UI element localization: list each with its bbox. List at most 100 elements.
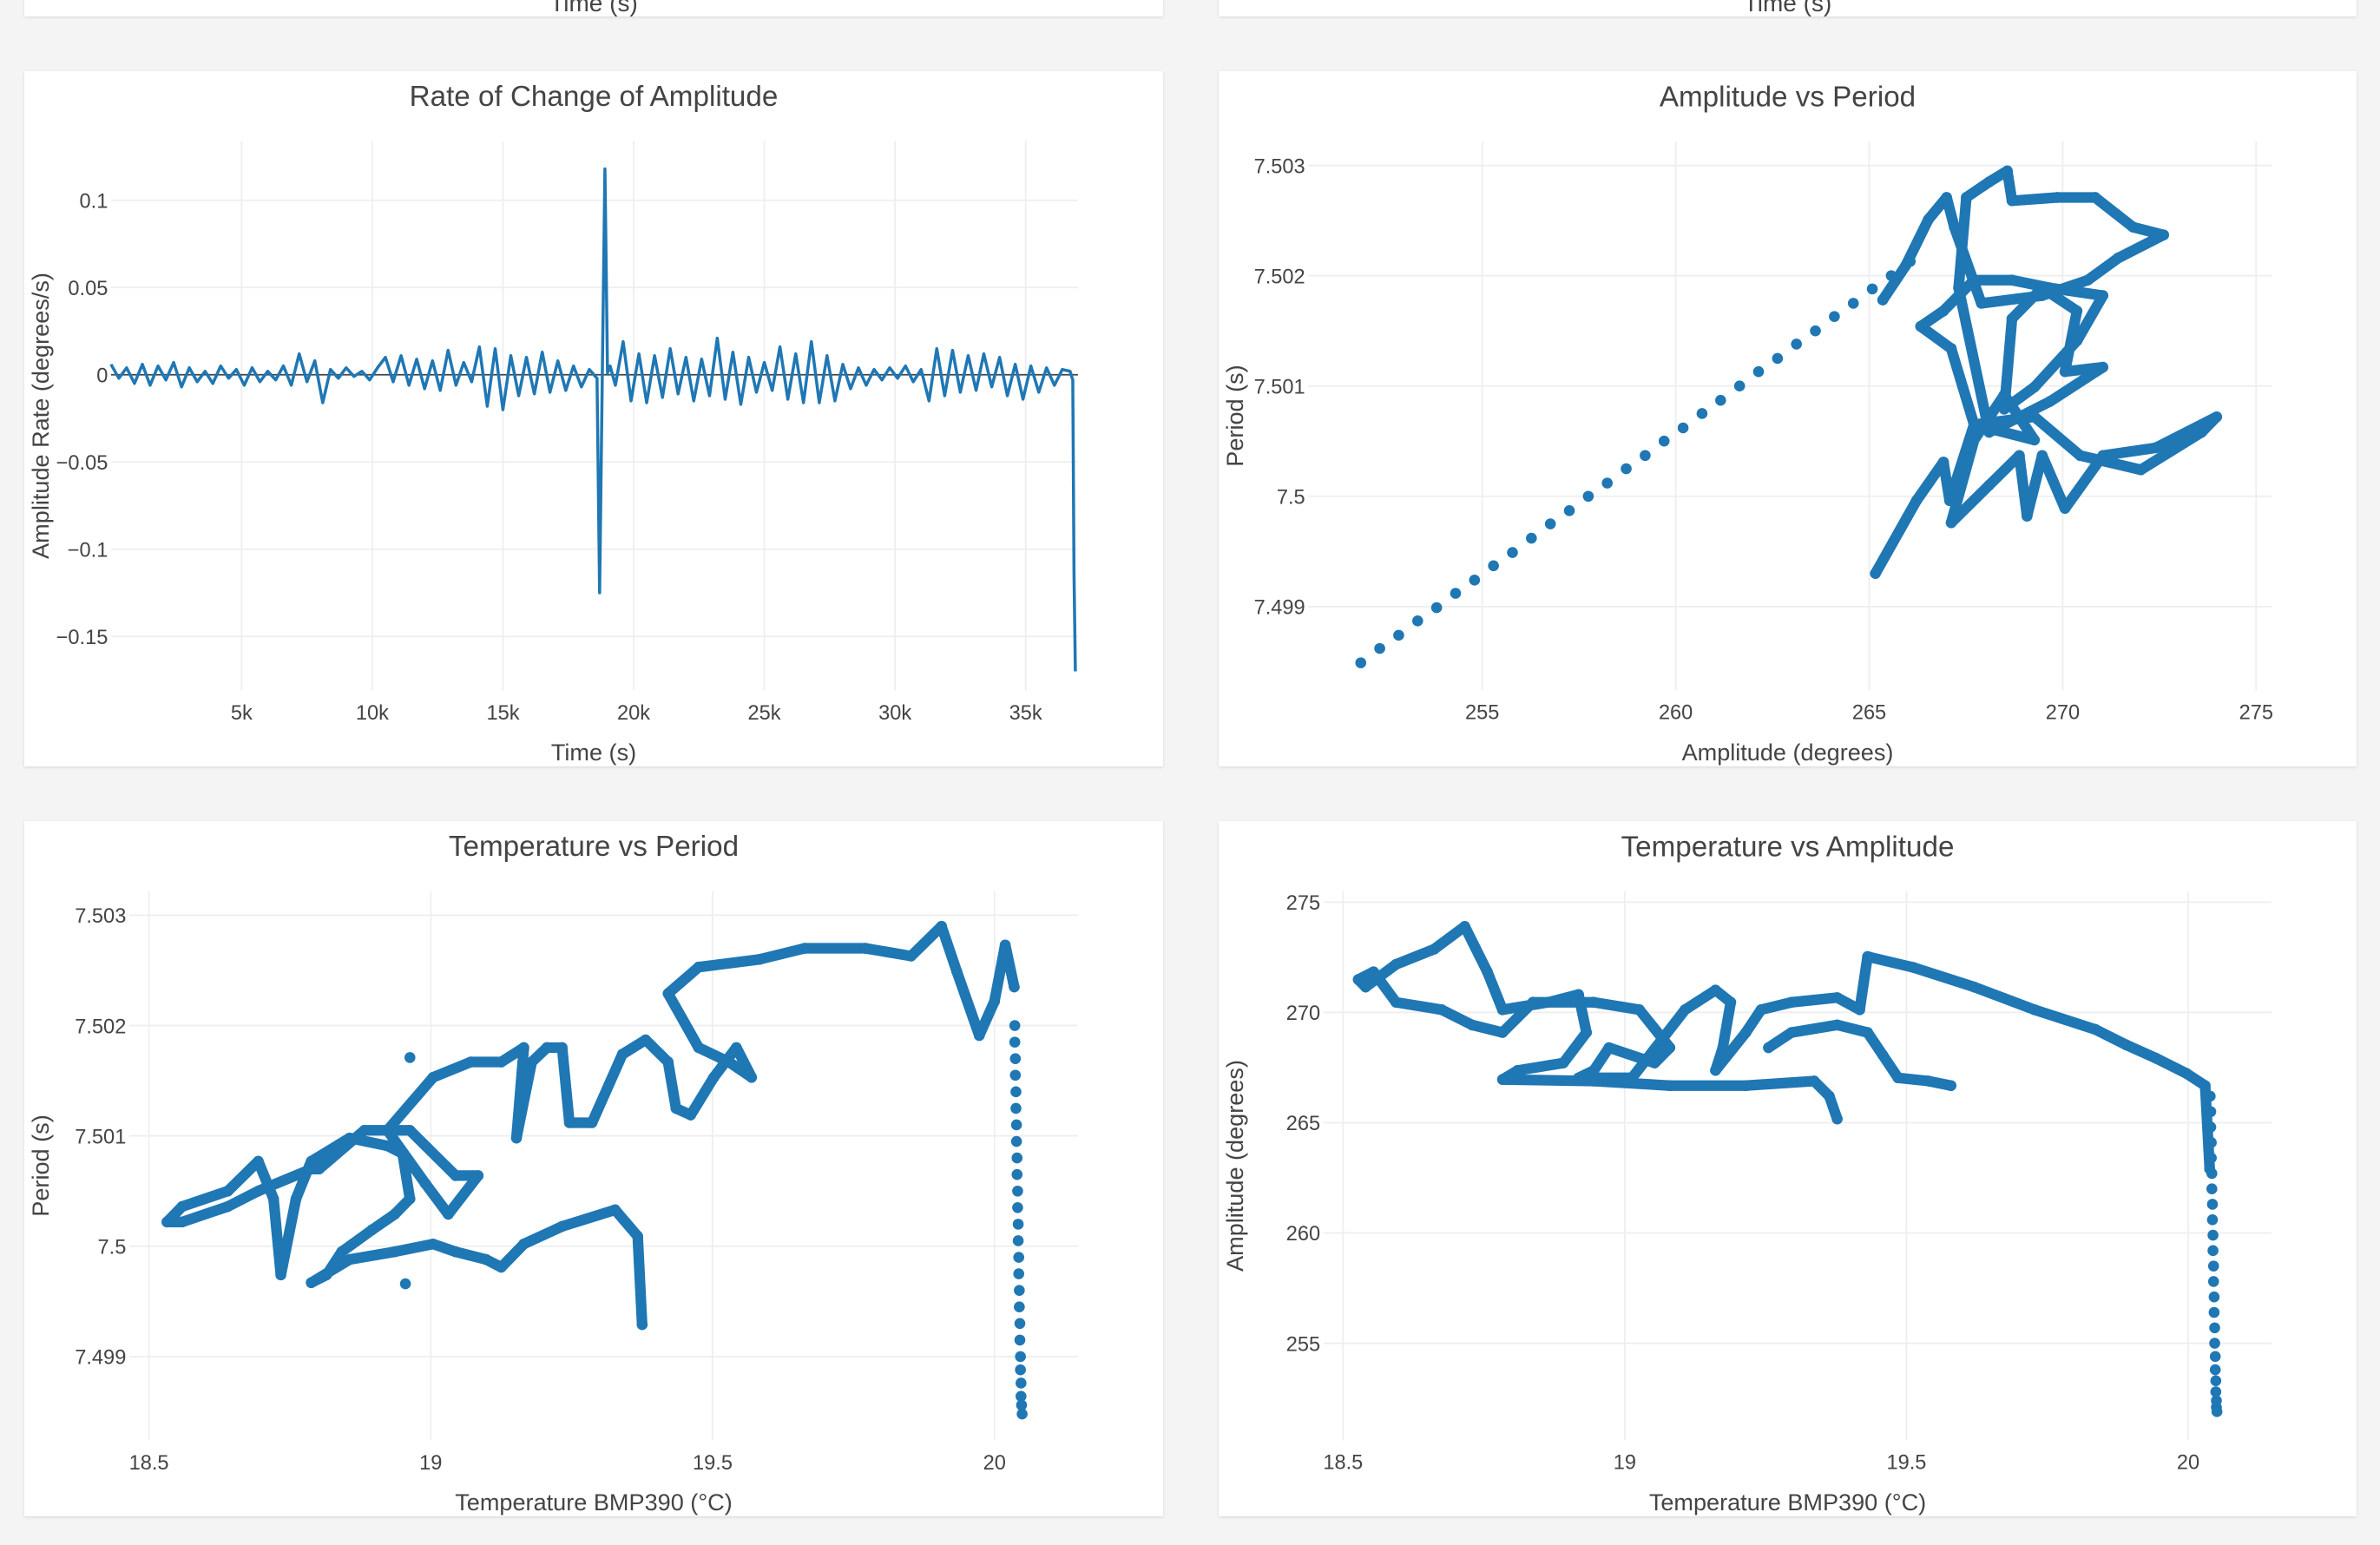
scatter-point	[2196, 426, 2207, 438]
chart-title: Temperature vs Amplitude	[1621, 831, 1955, 863]
x-axis-label: Time (s)	[1743, 0, 1832, 16]
scatter-point	[1368, 966, 1379, 977]
scatter-point	[1011, 1152, 1023, 1164]
scatter-point	[1877, 294, 1889, 306]
scatter-point	[1862, 950, 1873, 963]
scatter-point	[1808, 1075, 1820, 1087]
scatter-point	[1621, 463, 1632, 475]
scatter-point	[1466, 1019, 1478, 1031]
scatter-point	[1961, 192, 1972, 203]
scatter-point	[1755, 1004, 1767, 1016]
scatter-point	[313, 1163, 325, 1175]
scatter-point	[320, 1269, 332, 1281]
scatter-point	[358, 1125, 370, 1136]
scatter-point	[1969, 981, 1980, 993]
scatter-point	[1998, 404, 2010, 415]
scatter-point	[1391, 996, 1402, 1008]
scatter-point	[1664, 1080, 1676, 1092]
scatter-point	[2036, 450, 2048, 462]
scatter-point	[2205, 1106, 2217, 1118]
scatter-point	[936, 920, 948, 932]
scatter-point	[2211, 1406, 2223, 1417]
scatter-point	[1009, 1069, 1022, 1082]
scatter-point	[2097, 450, 2109, 462]
scatter-point	[1459, 920, 1470, 932]
chart-card-amplitude-vs-period: 255 260 265 270 275 7.503 7.502 7.501 7.5 7.499 Am…	[1219, 71, 2357, 766]
chart-card-temperature-vs-amplitude: 18.5 19 19.5 20 275 270 265 260 255 Temperature v…	[1219, 821, 2357, 1516]
scatter-point	[1983, 479, 1995, 491]
scatter-point	[2150, 1052, 2162, 1064]
scatter-point	[1941, 192, 1952, 203]
scatter-point	[526, 1056, 537, 1068]
scatter-point	[616, 1049, 628, 1060]
scatter-point	[1945, 343, 1957, 354]
scatter-point	[389, 1208, 401, 1220]
scatter-point	[1544, 518, 1556, 529]
scatter-point	[1627, 1072, 1638, 1084]
scatter-point	[404, 1125, 416, 1136]
scatter-point	[253, 1185, 264, 1197]
chart-rate-of-change-of-amplitude[interactable]: 5k 10k 15k 20k 25k 30k 35k 0.1 0.05 0 −0.05 −0.1 −0.…	[24, 71, 1163, 766]
x-tick-label: 5k	[231, 702, 253, 725]
y-tick-label: 7.499	[75, 1347, 126, 1370]
x-axis-label: Amplitude (degrees)	[1682, 739, 1894, 766]
scatter-point	[1640, 450, 1651, 462]
scatter-point	[1877, 1049, 1889, 1061]
scatter-point	[253, 1155, 264, 1167]
scatter-point	[1923, 1075, 1935, 1087]
scatter-point	[1763, 1042, 1774, 1054]
y-tick-label: 7.499	[1254, 596, 1305, 619]
scatter-point	[746, 1072, 758, 1083]
chart-temperature-vs-amplitude[interactable]: 18.5 19 19.5 20 275 270 265 260 255 Temperature v…	[1219, 821, 2357, 1516]
scatter-point	[2006, 194, 2018, 207]
scatter-point	[1677, 422, 1689, 434]
scatter-point	[1411, 615, 1423, 627]
scatter-point	[1573, 989, 1584, 1001]
scatter-point	[1998, 389, 2010, 401]
scatter-point	[950, 965, 963, 977]
scatter-point	[176, 1216, 188, 1228]
scatter-point	[1976, 298, 1988, 309]
scatter-point	[1014, 1285, 1025, 1296]
scatter-point	[2127, 221, 2139, 233]
scatter-point	[1012, 1202, 1023, 1213]
x-tick-label: 18.5	[1323, 1451, 1363, 1474]
scatter-point	[1436, 1004, 1448, 1016]
chart-title: Rate of Change of Amplitude	[410, 81, 779, 113]
y-axis-label: Amplitude Rate (degrees/s)	[27, 273, 54, 559]
chart-amplitude-vs-period[interactable]: 255 260 265 270 275 7.503 7.502 7.501 7.5 7.499 Am…	[1219, 71, 2357, 766]
scatter-point	[2210, 1375, 2222, 1387]
scatter-point	[2014, 450, 2025, 462]
scatter-point	[290, 1193, 302, 1205]
scatter-point	[1527, 996, 1539, 1008]
scatter-point	[1910, 495, 1923, 507]
x-axis-label: Temperature BMP390 (°C)	[1649, 1489, 1926, 1515]
chart-temperature-vs-period[interactable]: 18.5 19 19.5 20 7.503 7.502 7.501 7.5 7.499 Tempe…	[24, 821, 1163, 1516]
y-tick-label: 0.1	[80, 191, 108, 214]
scatter-point	[1588, 996, 1600, 1008]
scatter-point	[1696, 408, 1708, 419]
scatter-point	[2205, 1090, 2216, 1102]
x-axis-label: Temperature BMP390 (°C)	[455, 1489, 733, 1515]
scatter-point	[2006, 274, 2018, 286]
scatter-point	[556, 1220, 568, 1233]
scatter-point	[1012, 1219, 1024, 1230]
scatter-point	[2097, 290, 2109, 301]
scatter-point	[1634, 1004, 1646, 1016]
scatter-point	[161, 1216, 173, 1228]
scatter-point	[267, 1193, 279, 1205]
scatter-point	[2207, 1229, 2219, 1241]
scatter-point	[1943, 495, 1956, 507]
scatter-point	[2082, 274, 2094, 286]
scatter-point	[2199, 1080, 2211, 1092]
scatter-point	[2071, 306, 2083, 317]
y-tick-label: 255	[1286, 1332, 1320, 1355]
x-tick-label: 20k	[617, 702, 650, 725]
chart-card-rate-of-change: 5k 10k 15k 20k 25k 30k 35k 0.1 0.05 0 −0.05 −0.1 −0.…	[24, 71, 1163, 766]
scatter-point	[1488, 560, 1499, 572]
scatter-point	[1949, 221, 1960, 233]
scatter-point	[450, 1246, 462, 1258]
scatter-point	[2071, 335, 2083, 346]
scatter-dense-trace	[1352, 921, 2215, 1174]
scatter-point	[1831, 1019, 1843, 1031]
